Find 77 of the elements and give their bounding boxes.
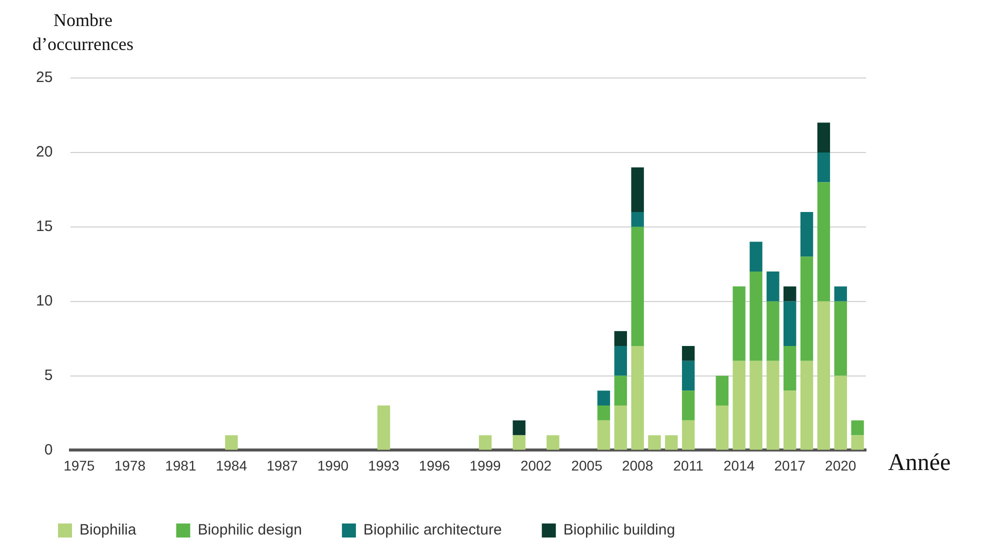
x-tick-label: 1987 xyxy=(266,457,298,474)
x-tick-label: 1984 xyxy=(216,457,248,474)
x-tick-label: 1990 xyxy=(317,457,349,474)
bar xyxy=(834,286,847,302)
y-tick-label: 0 xyxy=(44,441,53,458)
bar xyxy=(732,286,746,361)
bar xyxy=(631,212,644,227)
bar xyxy=(732,360,746,450)
bar xyxy=(597,406,610,420)
bar xyxy=(817,301,830,450)
bar xyxy=(597,390,610,406)
bar xyxy=(225,435,238,450)
bar xyxy=(834,301,847,376)
bar xyxy=(682,420,695,450)
x-tick-label: 2014 xyxy=(724,457,755,474)
bar xyxy=(784,346,796,391)
bar xyxy=(614,331,627,346)
x-axis-title: Année xyxy=(888,450,951,477)
bar xyxy=(750,242,762,272)
bar xyxy=(784,390,796,450)
x-tick-label: 1975 xyxy=(64,457,95,474)
bar xyxy=(851,435,864,450)
y-tick-label: 25 xyxy=(36,69,53,86)
bar xyxy=(631,226,644,346)
bar xyxy=(817,182,830,302)
bar xyxy=(766,360,780,450)
x-tick-label: 2020 xyxy=(825,457,856,474)
bar xyxy=(800,256,814,361)
bar xyxy=(817,122,830,152)
bar xyxy=(512,420,526,436)
x-tick-label: 2017 xyxy=(774,457,806,474)
bar xyxy=(597,420,610,450)
bar xyxy=(614,406,627,450)
bar xyxy=(546,435,560,450)
y-tick-label: 5 xyxy=(44,366,53,384)
x-tick-label: 1981 xyxy=(165,457,196,474)
x-tick-label: 1996 xyxy=(418,457,450,474)
legend-label: Biophilic design xyxy=(198,522,302,539)
legend-label: Biophilic architecture xyxy=(363,522,502,539)
bar xyxy=(665,435,678,450)
bar xyxy=(682,390,695,420)
y-tick-label: 15 xyxy=(36,218,53,236)
bar xyxy=(851,420,864,436)
bar xyxy=(817,152,830,182)
x-tick-label: 2008 xyxy=(622,457,654,474)
y-tick-label: 20 xyxy=(36,144,53,161)
y-tick-label: 10 xyxy=(36,292,53,310)
legend-label: Biophilia xyxy=(80,522,137,539)
bar xyxy=(648,435,661,450)
bar xyxy=(750,272,762,361)
bar xyxy=(614,376,627,406)
bar xyxy=(631,346,644,450)
bar xyxy=(784,301,796,346)
bar xyxy=(682,360,695,391)
bar xyxy=(750,360,762,450)
bar xyxy=(512,435,526,450)
x-tick-label: 2011 xyxy=(673,457,704,474)
bar xyxy=(614,346,627,376)
bar xyxy=(800,360,814,450)
bar xyxy=(766,301,780,361)
bar xyxy=(377,406,390,450)
x-tick-label: 1999 xyxy=(470,457,502,474)
x-tick-label: 1978 xyxy=(114,457,146,474)
bar xyxy=(766,272,780,302)
bar xyxy=(631,167,644,212)
bar xyxy=(716,406,729,450)
bar xyxy=(478,435,492,450)
x-tick-label: 1993 xyxy=(368,457,400,474)
bar xyxy=(682,346,695,361)
x-tick-label: 2002 xyxy=(520,457,552,474)
bar xyxy=(784,286,796,302)
y-axis-title: Nombre d’occurrences xyxy=(32,9,134,56)
legend-label: Biophilic building xyxy=(563,522,676,539)
x-tick-label: 2005 xyxy=(571,457,603,474)
bar xyxy=(716,376,729,406)
bar xyxy=(800,212,814,257)
bar xyxy=(834,376,847,450)
